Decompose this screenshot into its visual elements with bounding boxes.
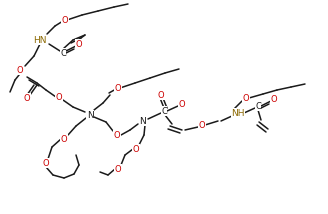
Text: HN: HN <box>33 36 47 45</box>
Text: O: O <box>24 94 30 103</box>
Text: C: C <box>255 101 261 110</box>
Text: O: O <box>271 95 277 104</box>
Text: O: O <box>61 135 67 144</box>
Text: NH: NH <box>231 108 245 117</box>
Text: C: C <box>60 49 66 58</box>
Text: O: O <box>17 65 23 74</box>
Text: O: O <box>199 120 205 129</box>
Text: O: O <box>179 100 185 108</box>
Text: O: O <box>76 40 82 49</box>
Text: C: C <box>161 107 167 116</box>
Text: N: N <box>140 116 146 125</box>
Text: O: O <box>115 83 121 92</box>
Text: O: O <box>115 165 121 174</box>
Text: O: O <box>133 144 139 153</box>
Text: O: O <box>56 92 62 101</box>
Text: O: O <box>114 131 120 140</box>
Text: O: O <box>158 91 164 100</box>
Text: O: O <box>43 159 49 168</box>
Text: N: N <box>87 110 93 119</box>
Text: O: O <box>243 94 249 103</box>
Text: O: O <box>62 15 68 24</box>
